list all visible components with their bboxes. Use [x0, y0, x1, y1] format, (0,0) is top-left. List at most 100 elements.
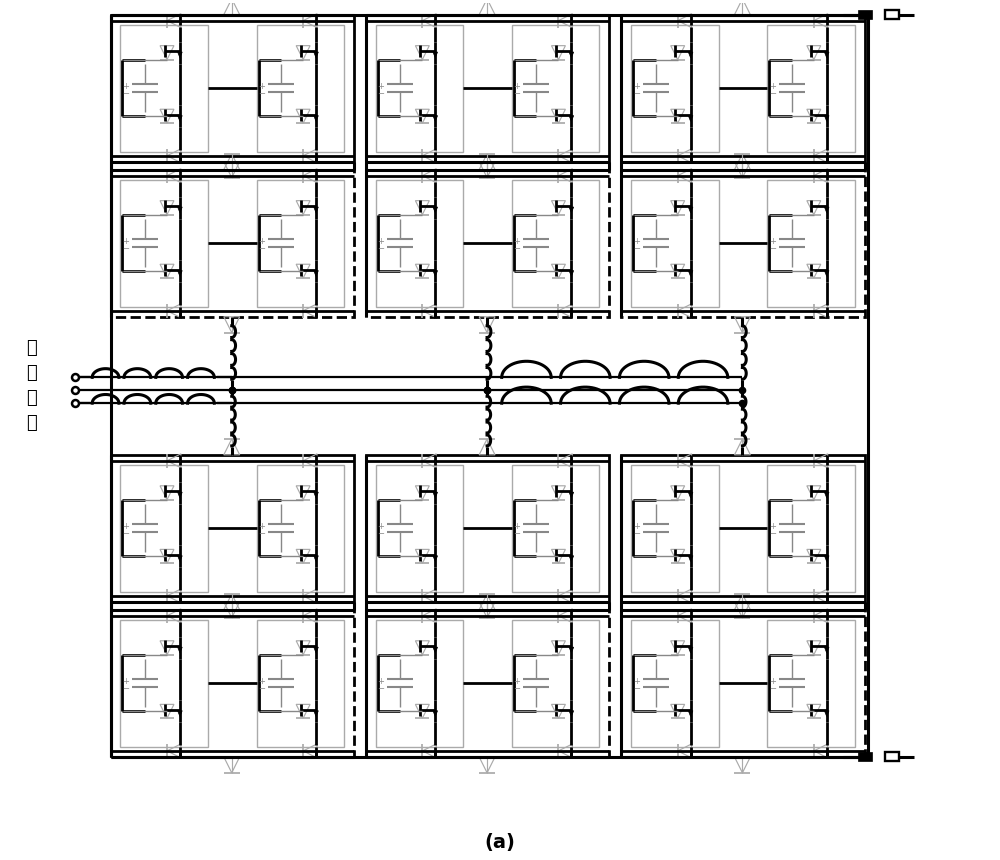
Bar	[767, 25, 855, 152]
Polygon shape	[433, 271, 438, 276]
Polygon shape	[314, 710, 318, 716]
Polygon shape	[569, 271, 574, 276]
Bar	[257, 180, 344, 307]
Bar	[767, 464, 855, 592]
Polygon shape	[433, 207, 438, 212]
Text: −: −	[122, 243, 129, 253]
Bar	[631, 25, 719, 152]
Text: +: +	[378, 522, 384, 531]
Text: −: −	[377, 243, 384, 253]
Text: −: −	[122, 684, 129, 693]
Bar	[631, 620, 719, 747]
Bar	[376, 25, 463, 152]
Polygon shape	[178, 115, 182, 121]
Bar	[512, 180, 599, 307]
Text: +: +	[633, 237, 640, 246]
Polygon shape	[314, 115, 318, 121]
Polygon shape	[433, 492, 438, 498]
Polygon shape	[314, 271, 318, 276]
Bar	[621, 15, 865, 162]
Polygon shape	[824, 492, 829, 498]
Text: −: −	[633, 243, 640, 253]
Polygon shape	[178, 710, 182, 716]
Polygon shape	[433, 710, 438, 716]
Bar	[885, 752, 899, 761]
Bar	[767, 620, 855, 747]
Polygon shape	[688, 648, 693, 653]
Text: −: −	[122, 89, 129, 98]
Text: +: +	[122, 237, 129, 246]
Polygon shape	[314, 492, 318, 498]
Text: +: +	[122, 82, 129, 91]
Polygon shape	[178, 271, 182, 276]
Bar	[111, 15, 354, 162]
Text: −: −	[514, 684, 521, 693]
Polygon shape	[433, 648, 438, 653]
Polygon shape	[688, 710, 693, 716]
Polygon shape	[569, 115, 574, 121]
Text: +: +	[378, 82, 384, 91]
Bar	[512, 464, 599, 592]
Text: +: +	[258, 237, 265, 246]
Text: +: +	[122, 522, 129, 531]
Polygon shape	[569, 556, 574, 562]
Text: +: +	[769, 237, 776, 246]
Text: −: −	[633, 89, 640, 98]
Text: +: +	[633, 677, 640, 686]
Polygon shape	[569, 207, 574, 212]
Text: +: +	[514, 677, 521, 686]
Polygon shape	[688, 52, 693, 58]
Text: −: −	[514, 243, 521, 253]
Polygon shape	[688, 271, 693, 276]
Text: −: −	[514, 529, 521, 538]
Text: −: −	[258, 89, 265, 98]
Bar	[621, 455, 865, 602]
Bar	[111, 455, 354, 602]
Polygon shape	[433, 556, 438, 562]
Bar	[376, 180, 463, 307]
Text: +: +	[633, 82, 640, 91]
Text: +: +	[769, 522, 776, 531]
Text: +: +	[258, 522, 265, 531]
Bar	[767, 180, 855, 307]
Bar	[621, 169, 865, 316]
Polygon shape	[824, 556, 829, 562]
Text: −: −	[258, 529, 265, 538]
Text: −: −	[377, 684, 384, 693]
Text: 交
流
系
统: 交 流 系 统	[26, 339, 36, 432]
Polygon shape	[314, 207, 318, 212]
Text: +: +	[514, 82, 521, 91]
Polygon shape	[314, 648, 318, 653]
Polygon shape	[178, 556, 182, 562]
Bar	[631, 180, 719, 307]
Text: +: +	[378, 237, 384, 246]
Bar	[376, 464, 463, 592]
Polygon shape	[569, 492, 574, 498]
Polygon shape	[314, 556, 318, 562]
Polygon shape	[688, 492, 693, 498]
Bar	[621, 610, 865, 757]
Text: −: −	[769, 243, 776, 253]
Polygon shape	[688, 207, 693, 212]
Text: −: −	[633, 529, 640, 538]
Bar	[512, 620, 599, 747]
Polygon shape	[688, 115, 693, 121]
Polygon shape	[824, 52, 829, 58]
Bar	[858, 752, 872, 761]
Text: +: +	[769, 82, 776, 91]
Text: −: −	[122, 529, 129, 538]
Text: +: +	[378, 677, 384, 686]
Polygon shape	[433, 52, 438, 58]
Text: −: −	[769, 529, 776, 538]
Text: −: −	[633, 684, 640, 693]
Text: −: −	[514, 89, 521, 98]
Text: −: −	[377, 89, 384, 98]
Polygon shape	[824, 271, 829, 276]
Bar	[120, 180, 208, 307]
Polygon shape	[178, 207, 182, 212]
Polygon shape	[178, 648, 182, 653]
Bar	[376, 620, 463, 747]
Text: −: −	[377, 529, 384, 538]
Polygon shape	[688, 556, 693, 562]
Polygon shape	[178, 52, 182, 58]
